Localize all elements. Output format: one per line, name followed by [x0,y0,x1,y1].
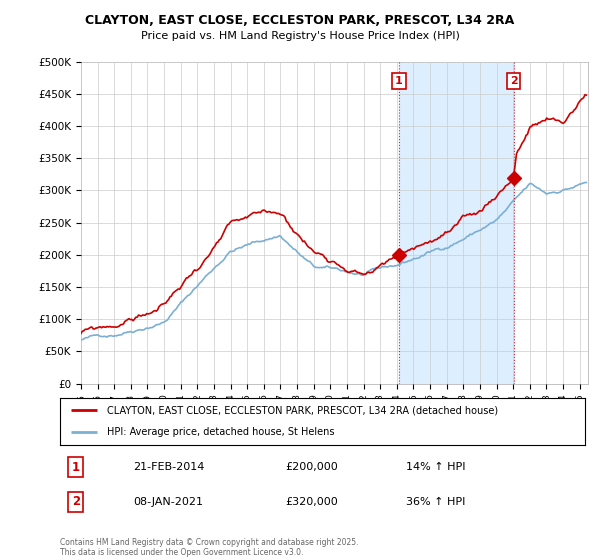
Text: 14% ↑ HPI: 14% ↑ HPI [407,462,466,472]
Text: 2: 2 [71,495,80,508]
Text: 2: 2 [510,76,518,86]
Text: 36% ↑ HPI: 36% ↑ HPI [407,497,466,507]
Text: 08-JAN-2021: 08-JAN-2021 [133,497,203,507]
Bar [399,62,514,384]
Text: CLAYTON, EAST CLOSE, ECCLESTON PARK, PRESCOT, L34 2RA: CLAYTON, EAST CLOSE, ECCLESTON PARK, PRE… [85,14,515,27]
Text: £320,000: £320,000 [286,497,338,507]
Text: CLAYTON, EAST CLOSE, ECCLESTON PARK, PRESCOT, L34 2RA (detached house): CLAYTON, EAST CLOSE, ECCLESTON PARK, PRE… [107,405,499,416]
Text: 21-FEB-2014: 21-FEB-2014 [133,462,205,472]
Text: HPI: Average price, detached house, St Helens: HPI: Average price, detached house, St H… [107,427,335,437]
Text: 1: 1 [71,460,80,474]
Text: Price paid vs. HM Land Registry's House Price Index (HPI): Price paid vs. HM Land Registry's House … [140,31,460,41]
Text: £200,000: £200,000 [286,462,338,472]
Text: Contains HM Land Registry data © Crown copyright and database right 2025.
This d: Contains HM Land Registry data © Crown c… [60,538,359,557]
Text: 1: 1 [395,76,403,86]
